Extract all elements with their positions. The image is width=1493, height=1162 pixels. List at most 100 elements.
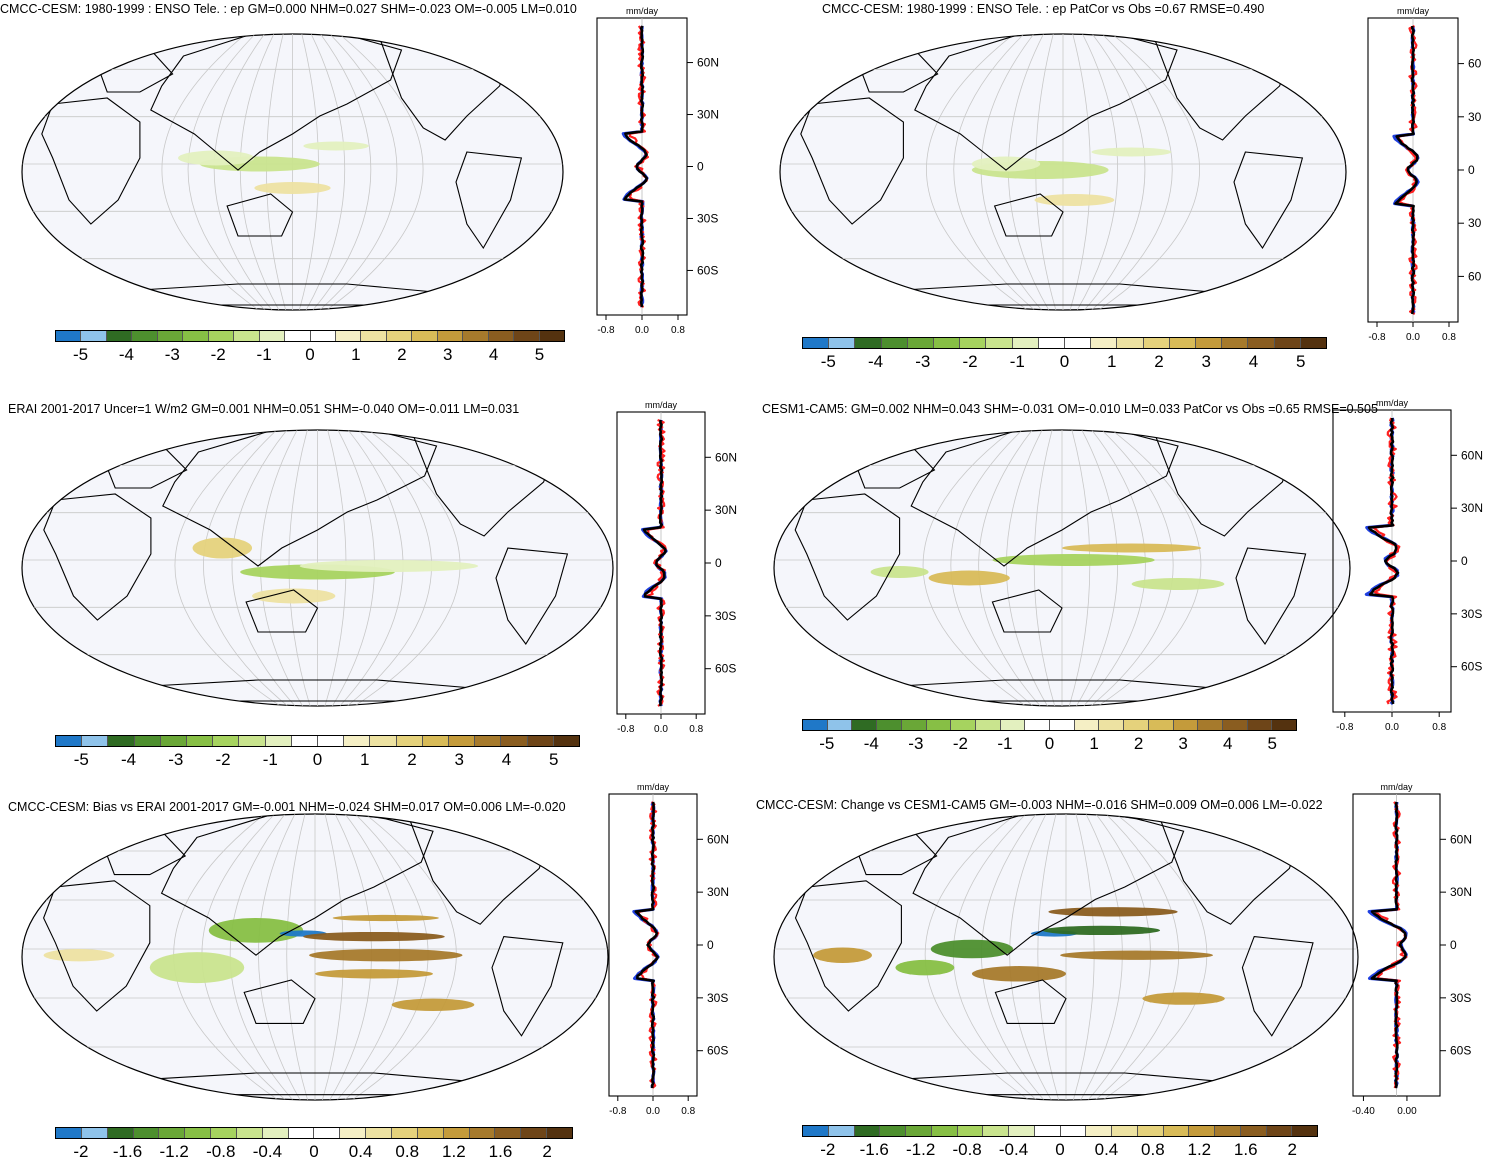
panel-cmcc-enso-patcor: CMCC-CESM: 1980-1999 : ENSO Tele. : ep P… <box>746 0 1493 380</box>
colorbar-swatch <box>829 338 856 348</box>
lat-tick-label: 30 <box>1468 216 1482 230</box>
anomaly-patch <box>332 914 439 922</box>
colorbar-swatch <box>370 736 397 746</box>
colorbar-swatch <box>314 1128 341 1138</box>
colorbar-swatch <box>285 331 311 341</box>
lat-tick-label: 60S <box>1450 1044 1471 1058</box>
lat-tick-label: 30N <box>1461 501 1483 515</box>
profile-curve <box>1367 418 1400 705</box>
colorbar-swatch <box>803 720 828 730</box>
panel-erai: ERAI 2001-2017 Uncer=1 W/m2 GM=0.001 NHM… <box>0 390 740 770</box>
profile-curve <box>644 418 667 707</box>
colorbar-swatch <box>1038 338 1066 348</box>
anomaly-patch <box>252 588 336 604</box>
lat-tick-label: 30S <box>707 991 728 1005</box>
colorbar-label: -4 <box>863 734 879 753</box>
lat-tick-label: 30S <box>1450 991 1471 1005</box>
colorbar-swatch <box>852 720 878 730</box>
colorbar-label: -2 <box>820 1140 836 1159</box>
colorbar-swatch <box>417 1128 444 1138</box>
colorbar-swatch <box>56 736 83 746</box>
colorbar-swatch <box>1074 720 1100 730</box>
coastline-samerica <box>491 936 564 1037</box>
colorbar-swatch <box>1272 720 1297 730</box>
colorbar-swatch <box>160 736 188 746</box>
x-tick-label: -0.8 <box>609 1106 627 1117</box>
colorbar-label: 0 <box>312 750 323 769</box>
colorbar-swatch <box>262 1128 289 1138</box>
colorbar-label: 4 <box>1248 352 1259 371</box>
colorbar-label: 3 <box>442 345 453 364</box>
x-tick-label: 0.0 <box>654 724 668 735</box>
colorbar-swatch <box>1163 1126 1190 1136</box>
coastline-australia <box>226 193 294 237</box>
anomaly-patch <box>1042 925 1161 936</box>
colorbar-swatch <box>1300 338 1327 348</box>
colorbar-label: -1 <box>997 734 1013 753</box>
profile-curve <box>1370 801 1407 1089</box>
colorbar-swatch <box>1025 720 1051 730</box>
colorbar-label: 0.8 <box>1141 1140 1165 1159</box>
x-tick-label: 0.0 <box>1385 722 1399 733</box>
colorbar-label: -2 <box>952 734 968 753</box>
graticule-line <box>1090 430 1174 706</box>
panel-cmcc-bias: CMCC-CESM: Bias vs ERAI 2001-2017 GM=-0.… <box>0 780 740 1161</box>
world-map <box>773 813 1359 1101</box>
colorbar-swatch <box>1112 1126 1138 1136</box>
colorbar-swatch <box>1266 1126 1293 1136</box>
lat-tick-label: 30N <box>707 885 729 899</box>
lat-tick-label: 60N <box>697 56 719 70</box>
colorbar-label: 2 <box>407 750 417 769</box>
colorbar-label: 2 <box>1287 1140 1297 1159</box>
colorbar-swatch <box>880 1126 906 1136</box>
colorbar-label: -1 <box>1009 352 1025 371</box>
profile-curve <box>1394 25 1419 315</box>
colorbar-swatch <box>514 331 540 341</box>
colorbar-swatch <box>81 331 107 341</box>
coastline-australia <box>994 979 1067 1024</box>
colorbar-swatch <box>1065 338 1092 348</box>
profile-unit: mm/day <box>1397 6 1430 16</box>
colorbar-swatch <box>986 338 1013 348</box>
colorbar-label: 0 <box>1055 1140 1065 1159</box>
colorbar-swatch <box>975 720 1001 730</box>
x-tick-label: 0.8 <box>1432 722 1446 733</box>
coastline-africa <box>800 97 904 225</box>
graticule-line <box>161 34 259 310</box>
x-tick-label: 0.0 <box>635 325 649 336</box>
x-tick-label: -0.8 <box>597 325 615 336</box>
colorbar-swatch <box>157 331 184 341</box>
colorbar-swatch <box>213 736 240 746</box>
x-tick-label: -0.40 <box>1352 1106 1375 1117</box>
colorbar-label: 1 <box>1089 734 1099 753</box>
colorbar-label: 1.6 <box>1233 1140 1258 1159</box>
profile-unit: mm/day <box>645 400 678 410</box>
colorbar-swatch <box>1009 1126 1035 1136</box>
colorbar-label: 2 <box>1154 352 1164 371</box>
anomaly-patch <box>303 141 369 151</box>
graticule-line <box>305 34 346 310</box>
colorbar-swatch <box>803 338 830 348</box>
anomaly-patch <box>1034 194 1115 206</box>
anomaly-patch <box>992 554 1155 566</box>
colorbar-swatch <box>449 736 476 746</box>
colorbar-swatch <box>907 338 935 348</box>
world-map <box>21 429 614 707</box>
colorbar-swatch <box>827 720 853 730</box>
colorbar-label: -4 <box>118 345 134 364</box>
anomaly-patch <box>928 570 1010 586</box>
colorbar-label: 5 <box>1296 352 1306 371</box>
graticule-line <box>231 430 296 706</box>
coastline-samerica <box>1233 151 1304 250</box>
colorbar-swatch <box>1222 720 1248 730</box>
graticule-line <box>312 34 372 310</box>
colorbar-swatch <box>1274 338 1301 348</box>
colorbar-label: -0.8 <box>952 1140 982 1159</box>
x-tick-label: 0.8 <box>1442 332 1456 343</box>
lat-tick-label: 60S <box>707 1044 728 1058</box>
colorbar <box>55 1127 573 1139</box>
colorbar-swatch <box>1292 1126 1317 1136</box>
colorbar <box>55 330 565 342</box>
x-tick-label: 0.8 <box>671 325 685 336</box>
colorbar-swatch <box>132 331 158 341</box>
